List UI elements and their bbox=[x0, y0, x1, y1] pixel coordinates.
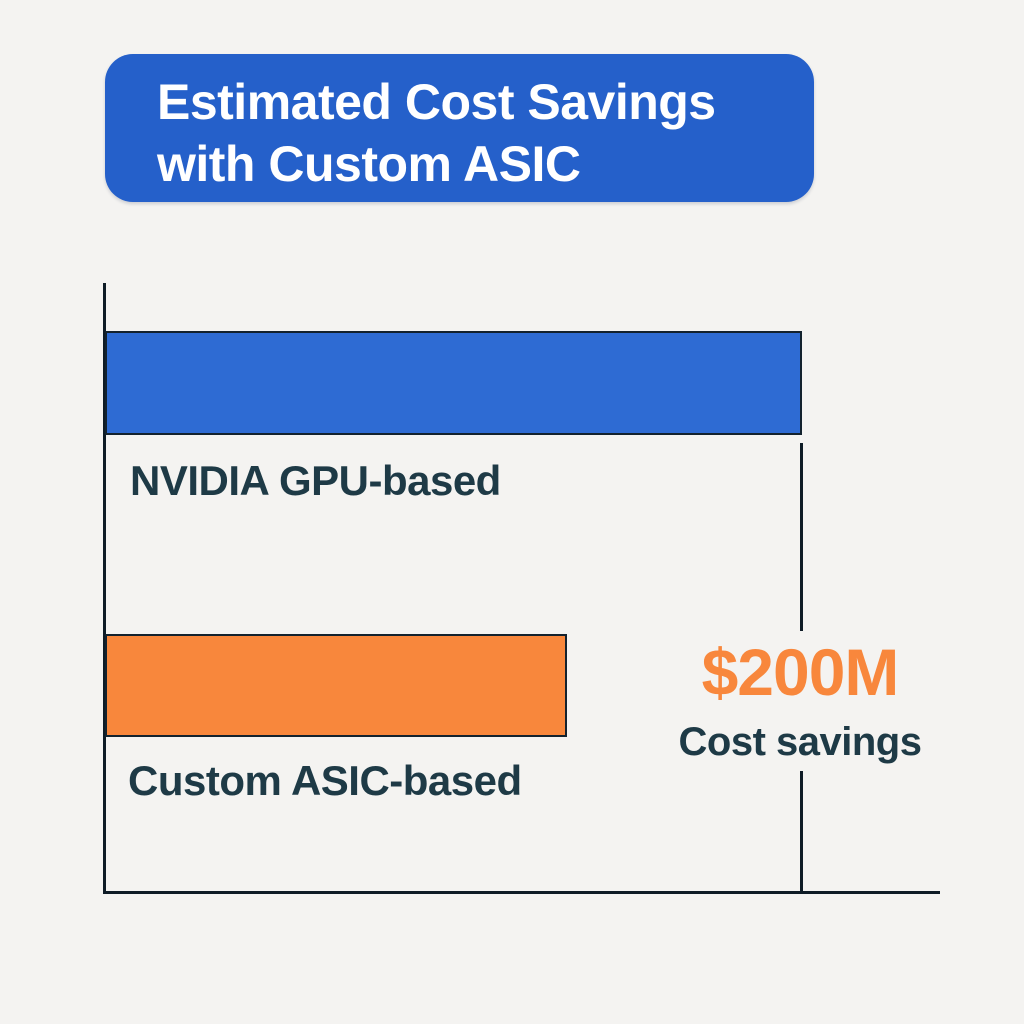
savings-caption: Cost savings bbox=[678, 720, 922, 764]
savings-value: $200M bbox=[701, 635, 900, 709]
title-line-1: Estimated Cost Savings bbox=[157, 74, 716, 130]
reference-line-lower-segment bbox=[800, 771, 803, 893]
reference-line-upper-segment bbox=[800, 443, 803, 631]
y-axis-line bbox=[103, 283, 106, 894]
title-line-2: with Custom ASIC bbox=[157, 136, 581, 192]
bar-custom-asic-based bbox=[105, 634, 567, 737]
bar-label-custom-asic-based: Custom ASIC-based bbox=[128, 757, 522, 804]
bar-label-nvidia-gpu-based: NVIDIA GPU-based bbox=[130, 457, 501, 504]
savings-annotation: $200M Cost savings bbox=[640, 638, 960, 765]
bar-nvidia-gpu-based bbox=[105, 331, 802, 435]
title-badge: Estimated Cost Savings with Custom ASIC bbox=[105, 54, 814, 202]
x-axis-line bbox=[103, 891, 940, 894]
